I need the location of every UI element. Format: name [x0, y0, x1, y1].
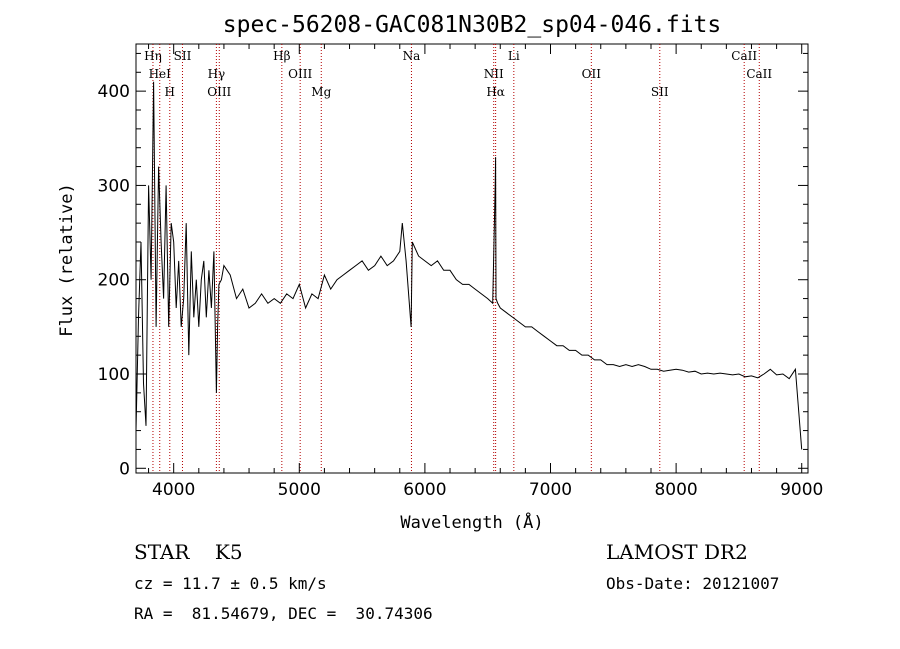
emission-line-markers: Hη HeI H SII Hγ OIII Hβ OIII Mg Na NII Hα Li OII SII Ca…	[144, 44, 772, 473]
y-axis: 0 100 200 300 400	[98, 52, 808, 479]
x-tick-label: 5000	[278, 480, 321, 500]
chart-title: spec-56208-GAC081N30B2_sp04-046.fits	[223, 12, 722, 38]
y-tick-label: 400	[98, 82, 130, 102]
coordinates: RA = 81.54679, DEC = 30.74306	[134, 604, 433, 623]
y-axis-label: Flux (relative)	[57, 183, 77, 337]
emission-line-label: Hγ	[208, 67, 226, 81]
x-tick-label: 6000	[403, 480, 446, 500]
object-class: STAR K5	[134, 540, 243, 564]
emission-line-label: OIII	[288, 67, 312, 81]
emission-line-label: OIII	[207, 85, 231, 99]
redshift-info: cz = 11.7 ± 0.5 km/s	[134, 574, 327, 593]
obs-date: Obs-Date: 20121007	[606, 574, 780, 593]
emission-line-label: CaII	[746, 67, 772, 81]
y-tick-label: 0	[119, 459, 130, 479]
emission-line-label: OII	[582, 67, 602, 81]
x-tick-label: 7000	[529, 480, 572, 500]
emission-line-label: Hβ	[273, 49, 290, 63]
x-tick-label: 8000	[654, 480, 697, 500]
emission-line-label: Mg	[311, 85, 331, 99]
y-tick-label: 100	[98, 365, 130, 385]
x-axis: 4000 5000 6000 7000 8000 9000	[148, 44, 823, 500]
survey-label: LAMOST DR2	[606, 540, 748, 564]
spectrum-line	[135, 81, 803, 450]
x-tick-label: 9000	[780, 480, 823, 500]
emission-line-label: SII	[174, 49, 192, 63]
emission-line-label: Hα	[486, 85, 505, 99]
emission-line-label: Na	[403, 49, 421, 63]
emission-line-label: SII	[651, 85, 669, 99]
x-tick-label: 4000	[152, 480, 195, 500]
emission-line-label: NII	[484, 67, 504, 81]
x-axis-label: Wavelength (Å)	[400, 511, 543, 533]
emission-line-label: H	[165, 85, 175, 99]
y-tick-label: 200	[98, 271, 130, 291]
y-tick-label: 300	[98, 176, 130, 196]
emission-line-label: CaII	[731, 49, 757, 63]
spectrum-layer	[135, 81, 803, 450]
plot-frame	[135, 43, 809, 474]
emission-line-label: Hη	[144, 49, 162, 63]
emission-line-label: Li	[508, 49, 520, 63]
emission-line-label: HeI	[149, 67, 172, 81]
